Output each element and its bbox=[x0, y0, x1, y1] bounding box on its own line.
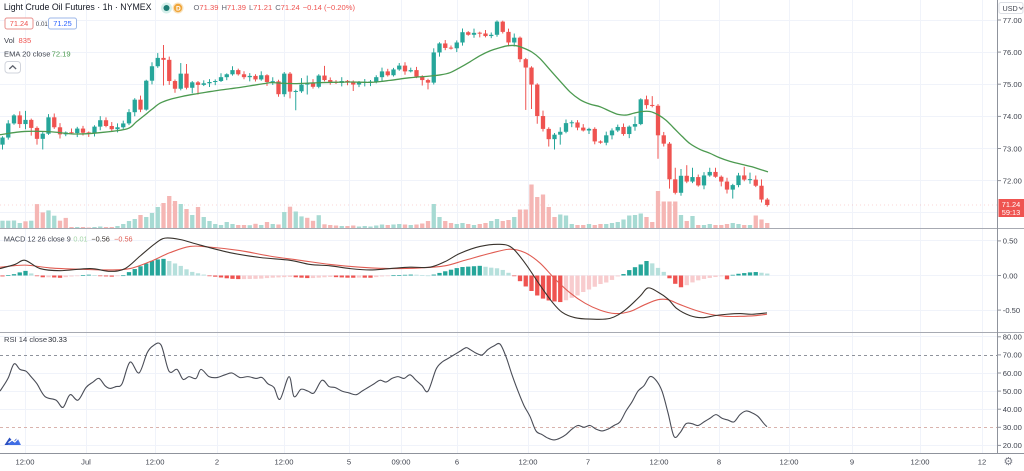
svg-text:12:00: 12:00 bbox=[649, 457, 668, 466]
svg-text:Light Crude Oil Futures · 1h ·: Light Crude Oil Futures · 1h · NYMEX bbox=[4, 2, 152, 12]
svg-text:835: 835 bbox=[19, 36, 32, 45]
svg-text:MACD 12 26 close 9: MACD 12 26 close 9 bbox=[4, 235, 71, 244]
svg-text:2: 2 bbox=[215, 457, 219, 466]
svg-text:40.00: 40.00 bbox=[1003, 405, 1022, 414]
svg-text:USD: USD bbox=[1003, 4, 1018, 13]
svg-text:73.00: 73.00 bbox=[1003, 144, 1022, 153]
svg-text:12:00: 12:00 bbox=[145, 457, 164, 466]
svg-text:−0.56: −0.56 bbox=[91, 235, 109, 244]
svg-text:0.00: 0.00 bbox=[1003, 271, 1018, 280]
svg-text:74.00: 74.00 bbox=[1003, 112, 1022, 121]
svg-text:−0.56: −0.56 bbox=[114, 235, 132, 244]
svg-text:71.24: 71.24 bbox=[1002, 200, 1021, 209]
svg-text:20.00: 20.00 bbox=[1003, 441, 1022, 450]
svg-text:D: D bbox=[176, 6, 181, 13]
svg-text:6: 6 bbox=[455, 457, 459, 466]
svg-text:12:00: 12:00 bbox=[518, 457, 537, 466]
svg-text:50.00: 50.00 bbox=[1003, 387, 1022, 396]
svg-text:30.00: 30.00 bbox=[1003, 423, 1022, 432]
svg-text:RSI 14 close: RSI 14 close bbox=[4, 335, 47, 344]
svg-text:70.00: 70.00 bbox=[1003, 351, 1022, 360]
svg-text:EMA 20 close: EMA 20 close bbox=[4, 49, 50, 58]
svg-text:12:00: 12:00 bbox=[274, 457, 293, 466]
svg-text:60.00: 60.00 bbox=[1003, 369, 1022, 378]
svg-text:⚙: ⚙ bbox=[1004, 456, 1014, 468]
svg-text:12:00: 12:00 bbox=[910, 457, 929, 466]
svg-text:0.50: 0.50 bbox=[1003, 237, 1018, 246]
svg-text:0.01: 0.01 bbox=[73, 235, 87, 244]
svg-text:71.25: 71.25 bbox=[53, 19, 72, 28]
svg-text:77.00: 77.00 bbox=[1003, 16, 1022, 25]
svg-text:9: 9 bbox=[850, 457, 854, 466]
svg-text:72.00: 72.00 bbox=[1003, 176, 1022, 185]
svg-text:8: 8 bbox=[717, 457, 721, 466]
svg-text:12:00: 12:00 bbox=[779, 457, 798, 466]
svg-text:7: 7 bbox=[586, 457, 590, 466]
svg-text:5: 5 bbox=[347, 457, 351, 466]
svg-text:Vol: Vol bbox=[4, 36, 15, 45]
svg-text:72.19: 72.19 bbox=[52, 49, 71, 58]
svg-text:76.00: 76.00 bbox=[1003, 48, 1022, 57]
svg-text:59:13: 59:13 bbox=[1002, 208, 1021, 217]
svg-text:80.00: 80.00 bbox=[1003, 333, 1022, 342]
svg-text:0.01: 0.01 bbox=[36, 21, 49, 28]
svg-text:71.24: 71.24 bbox=[10, 19, 29, 28]
svg-text:75.00: 75.00 bbox=[1003, 80, 1022, 89]
svg-text:12:00: 12:00 bbox=[15, 457, 34, 466]
svg-text:30.33: 30.33 bbox=[48, 335, 67, 344]
svg-text:-0.50: -0.50 bbox=[1003, 306, 1020, 315]
svg-text:12: 12 bbox=[978, 457, 986, 466]
svg-text:09:00: 09:00 bbox=[391, 457, 410, 466]
svg-text:Jul: Jul bbox=[81, 457, 91, 466]
